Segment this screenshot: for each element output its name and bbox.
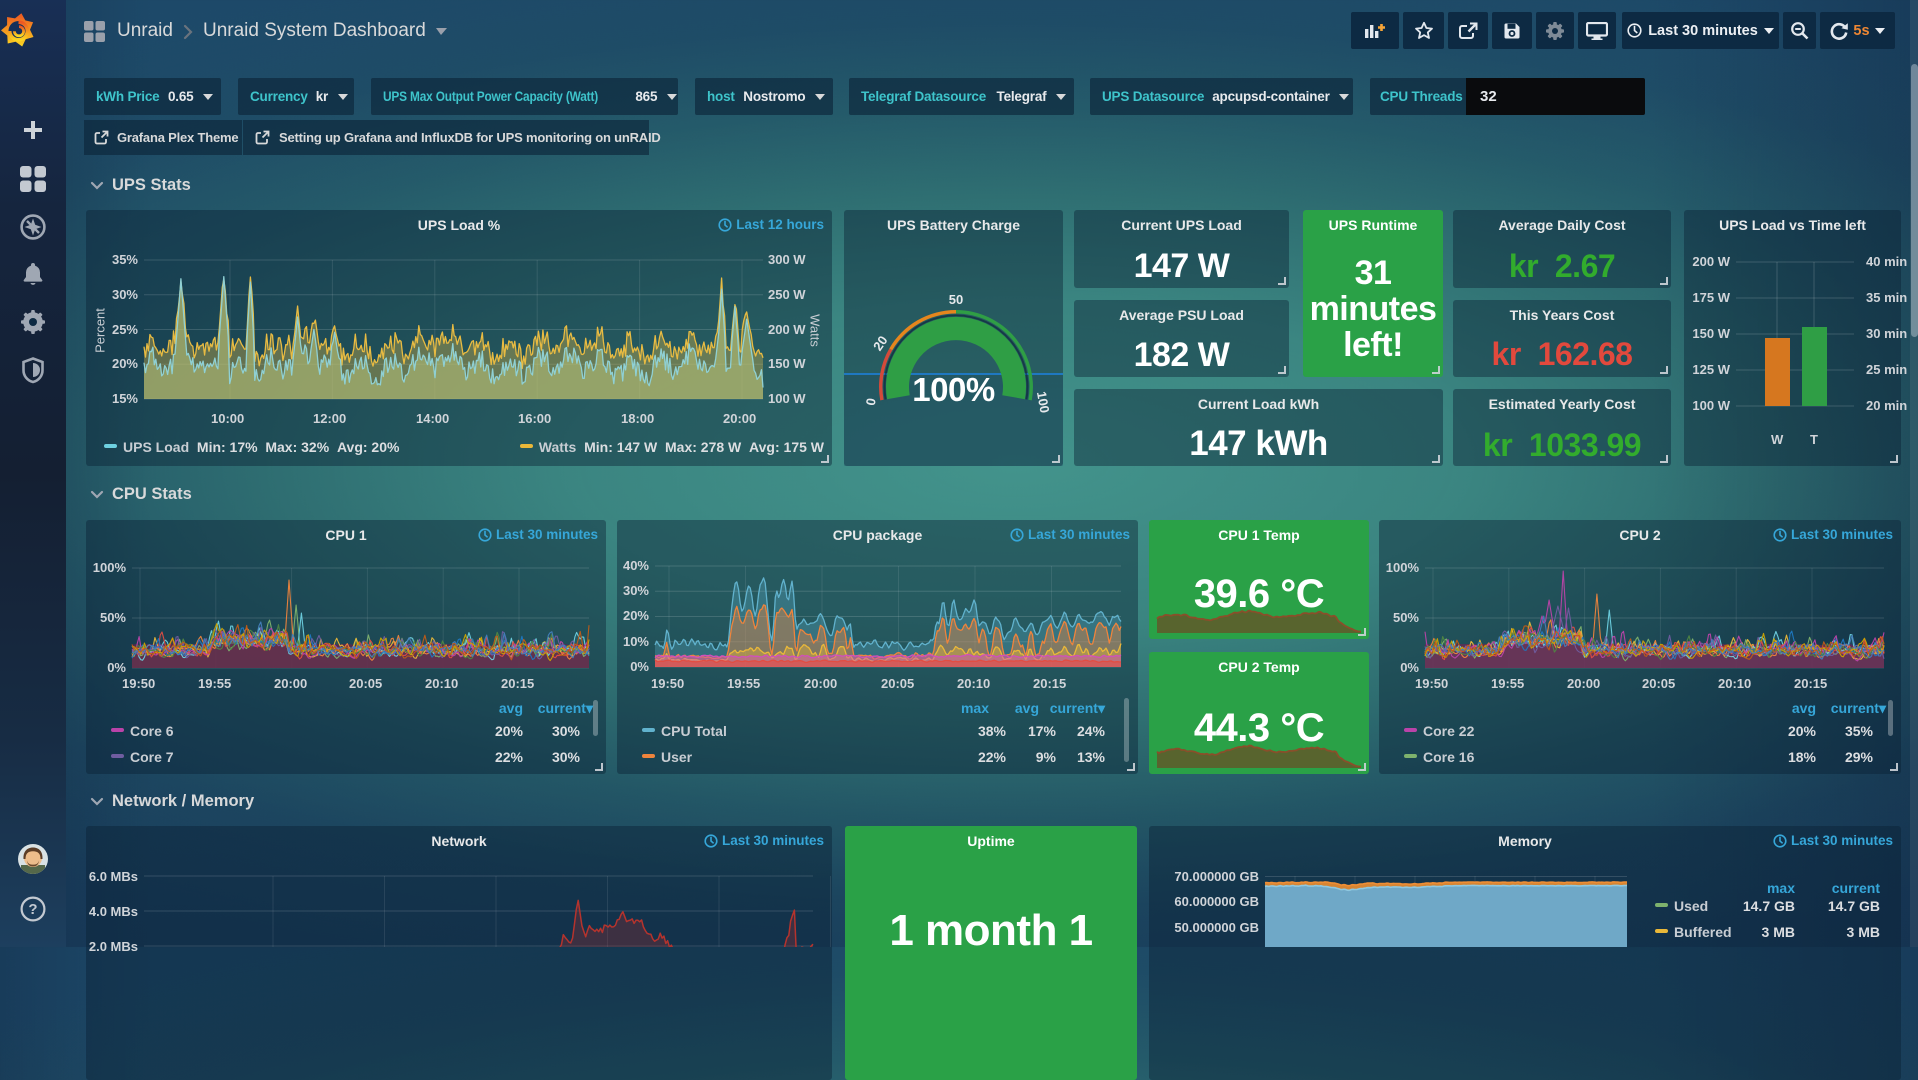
svg-text:50: 50 — [949, 292, 963, 307]
svg-text:100: 100 — [1034, 390, 1053, 414]
svg-text:20: 20 — [870, 333, 891, 353]
svg-text:0: 0 — [863, 397, 879, 407]
svg-text:?: ? — [28, 901, 37, 918]
